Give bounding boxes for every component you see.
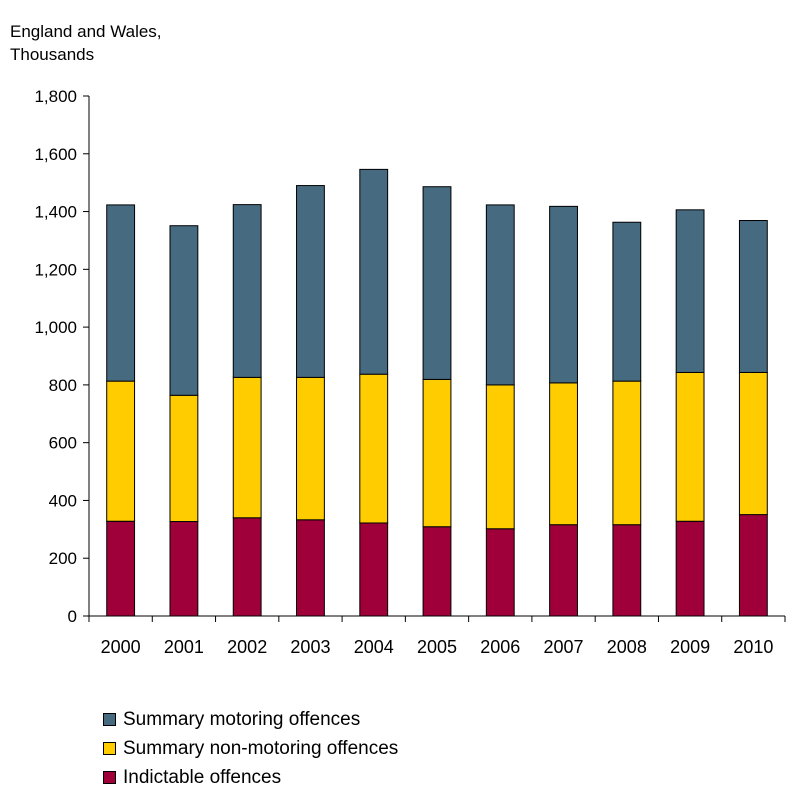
bar-summary-motoring-offences-2007 <box>549 205 578 384</box>
y-axis-unit-line-2: Thousands <box>10 45 95 64</box>
legend: Summary motoring offences Summary non-mo… <box>103 705 398 792</box>
bar-indictable-offences-2003 <box>296 519 325 617</box>
bar-summary-motoring-offences-2009 <box>675 209 705 373</box>
bar-summary-motoring-offences-2002 <box>232 204 262 378</box>
y-tick-label-0: 0 <box>68 607 77 626</box>
bar-summary-motoring-offences-2010 <box>738 220 768 373</box>
bar-summary-motoring-offences-2001 <box>169 225 199 396</box>
bar-summary-non-motoring-offences-2000 <box>106 380 136 522</box>
x-tick-label-2000: 2000 <box>101 637 141 657</box>
legend-swatch-indictable <box>103 771 116 784</box>
x-tick-label-2005: 2005 <box>417 637 457 657</box>
y-axis-unit-line-1: England and Wales, <box>10 22 162 41</box>
x-tick-label-2007: 2007 <box>544 637 584 657</box>
x-tick-label-2004: 2004 <box>354 637 394 657</box>
legend-swatch-summary-motoring <box>103 713 116 726</box>
bar-summary-non-motoring-offences-2002 <box>232 376 262 519</box>
y-tick-label-600: 600 <box>49 434 77 453</box>
y-tick-label-1600: 1,600 <box>34 145 77 164</box>
legend-label-summary-motoring: Summary motoring offences <box>123 708 361 730</box>
legend-swatch-summary-non-motoring <box>103 742 116 755</box>
bar-indictable-offences-2005 <box>422 526 452 617</box>
bar-indictable-offences-2008 <box>612 524 642 617</box>
stacked-bar-chart: 0 200 400 600 800 1,000 1,200 1,400 1,600 1,800 20… <box>34 87 786 657</box>
bar-summary-motoring-offences-2000 <box>106 204 136 382</box>
legend-item-summary-non-motoring: Summary non-motoring offences <box>103 734 398 763</box>
bar-summary-motoring-offences-2006 <box>485 204 515 386</box>
x-tick-label-2003: 2003 <box>290 637 330 657</box>
bar-summary-non-motoring-offences-2001 <box>169 394 199 523</box>
bar-summary-non-motoring-offences-2005 <box>422 378 452 528</box>
bar-indictable-offences-2002 <box>232 517 262 617</box>
x-tick-label-2008: 2008 <box>607 637 647 657</box>
y-tick-label-400: 400 <box>49 491 77 510</box>
bar-summary-non-motoring-offences-2010 <box>738 371 768 516</box>
bar-summary-motoring-offences-2005 <box>422 186 452 380</box>
bar-indictable-offences-2009 <box>675 520 705 617</box>
bar-summary-non-motoring-offences-2008 <box>612 380 642 526</box>
y-tick-label-200: 200 <box>49 549 77 568</box>
x-tick-label-2006: 2006 <box>480 637 520 657</box>
x-tick-label-2001: 2001 <box>164 637 204 657</box>
bar-indictable-offences-2000 <box>106 520 136 617</box>
bar-summary-motoring-offences-2008 <box>612 221 642 382</box>
bar-summary-non-motoring-offences-2004 <box>359 373 389 524</box>
y-tick-label-1400: 1,400 <box>34 203 77 222</box>
bar-summary-motoring-offences-2003 <box>296 185 325 378</box>
bar-indictable-offences-2010 <box>738 514 768 617</box>
bar-summary-non-motoring-offences-2007 <box>549 382 578 526</box>
bar-indictable-offences-2001 <box>169 521 199 617</box>
bar-summary-non-motoring-offences-2006 <box>485 384 515 530</box>
bar-summary-non-motoring-offences-2009 <box>675 371 705 522</box>
bar-summary-motoring-offences-2004 <box>359 168 389 375</box>
x-tick-label-2009: 2009 <box>670 637 710 657</box>
y-tick-label-800: 800 <box>49 376 77 395</box>
bar-summary-non-motoring-offences-2003 <box>296 376 325 521</box>
legend-item-summary-motoring: Summary motoring offences <box>103 705 398 734</box>
bar-indictable-offences-2006 <box>485 528 515 617</box>
y-tick-label-1200: 1,200 <box>34 260 77 279</box>
legend-item-indictable: Indictable offences <box>103 763 398 792</box>
legend-label-summary-non-motoring: Summary non-motoring offences <box>123 737 399 759</box>
x-tick-label-2002: 2002 <box>227 637 267 657</box>
bar-indictable-offences-2007 <box>549 524 578 617</box>
y-tick-label-1000: 1,000 <box>34 318 77 337</box>
x-tick-label-2010: 2010 <box>733 637 773 657</box>
y-tick-label-1800: 1,800 <box>34 87 77 106</box>
legend-label-indictable: Indictable offences <box>123 766 282 788</box>
bar-indictable-offences-2004 <box>359 522 389 617</box>
y-axis-unit-label: England and Wales, Thousands <box>10 20 162 66</box>
